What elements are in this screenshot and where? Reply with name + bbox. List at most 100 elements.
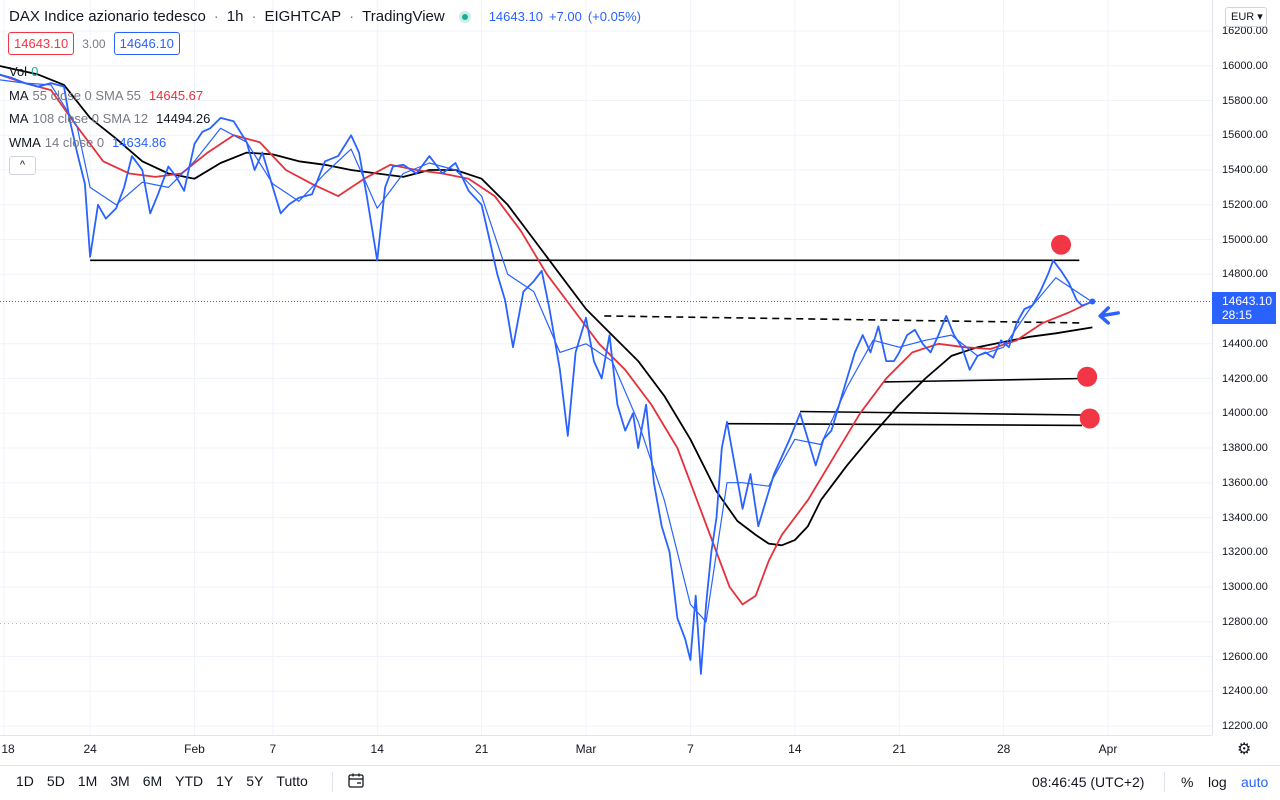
sell-button[interactable]: 14643.10 — [8, 32, 75, 55]
time-tick-label: 18 — [1, 742, 15, 756]
last-quote: 14643.10 +7.00 (+0.05%) — [489, 9, 647, 24]
range-button[interactable]: 1Y — [216, 773, 234, 789]
trendline-drawing — [726, 422, 1082, 427]
price-change: +7.00 — [548, 9, 582, 24]
time-tick-label: 7 — [269, 742, 277, 756]
indicator-ma55[interactable]: MA 55 close 0 SMA 55 14645.67 — [9, 88, 203, 103]
price-tick-label: 13000.00 — [1222, 581, 1268, 593]
time-tick-label: 28 — [996, 742, 1011, 756]
indicator-value: 14645.67 — [148, 88, 204, 103]
time-tick-label: 14 — [370, 742, 384, 756]
symbol-title-row[interactable]: DAX Indice azionario tedesco · 1h · EIGH… — [9, 8, 647, 25]
indicator-params: 108 close 0 SMA 12 — [32, 111, 149, 126]
price-change-pct: (+0.05%) — [587, 9, 641, 24]
bar-countdown: 28:15 — [1222, 308, 1253, 322]
chart-legend: DAX Indice azionario tedesco · 1h · EIGH… — [9, 8, 647, 25]
price-tick-label: 15600.00 — [1222, 129, 1268, 142]
time-tick-label: 7 — [687, 742, 694, 756]
range-button[interactable]: YTD — [175, 773, 204, 789]
price-tick-label: 14800.00 — [1222, 268, 1268, 281]
series-line-price — [0, 73, 1093, 675]
indicator-ma108[interactable]: MA 108 close 0 SMA 12 14494.26 — [9, 111, 210, 126]
current-price-tag: 14643.10 28:15 — [1212, 292, 1276, 324]
red-circle-marker — [1077, 366, 1098, 387]
toolbar-divider — [332, 772, 333, 792]
price-tick-label: 12400.00 — [1222, 685, 1268, 698]
broker-label: EIGHTCAP — [264, 8, 342, 25]
range-button[interactable]: 3M — [110, 773, 130, 789]
trendline-drawing — [604, 315, 1080, 324]
price-tick-label: 14000.00 — [1222, 407, 1268, 420]
price-tick-label: 14400.00 — [1222, 337, 1268, 350]
series-line-ma-108 — [0, 65, 1093, 547]
time-tick-label: Apr — [1098, 742, 1118, 756]
time-tick-label: 24 — [83, 742, 97, 756]
price-tick-label: 13400.00 — [1222, 511, 1268, 524]
price-tick-label: 12600.00 — [1222, 650, 1268, 663]
price-tick-label: 15400.00 — [1222, 164, 1268, 176]
range-button[interactable]: 5Y — [246, 773, 264, 789]
trendline-drawing — [883, 377, 1082, 383]
time-axis[interactable] — [0, 735, 1212, 761]
auto-scale-button[interactable]: auto — [1241, 774, 1269, 790]
market-open-icon — [458, 10, 471, 23]
bottom-toolbar — [0, 765, 1280, 800]
separator: · — [213, 8, 219, 25]
gear-icon[interactable]: ⚙ — [1237, 741, 1252, 758]
indicator-value: 14634.86 — [112, 135, 167, 150]
indicator-params: 14 close 0 — [44, 135, 105, 150]
arrow-annotation-icon — [1098, 306, 1120, 325]
time-tick-label: Feb — [184, 742, 205, 756]
trendline-drawing — [800, 410, 1082, 416]
currency-selector[interactable]: EUR ▾ — [1225, 7, 1267, 27]
indicator-name: WMA — [9, 135, 41, 150]
price-tick-label: 13800.00 — [1222, 442, 1268, 454]
separator: · — [251, 8, 257, 25]
price-tick-label: 12800.00 — [1222, 615, 1268, 628]
price-tick-label: 12200.00 — [1222, 720, 1268, 732]
range-button[interactable]: Tutto — [276, 773, 308, 789]
collapse-legend-button[interactable]: ^ — [9, 156, 36, 175]
indicator-wma14[interactable]: WMA 14 close 0 14634.86 — [9, 135, 166, 150]
last-price-dot — [1089, 298, 1096, 305]
buy-sell-panel: 14643.10 3.00 14646.10 — [8, 32, 180, 55]
price-tick-label: 13200.00 — [1222, 546, 1268, 559]
percent-scale-button[interactable]: % — [1181, 774, 1194, 790]
price-tick-label: 13600.00 — [1222, 476, 1268, 489]
indicator-name: Vol — [9, 64, 28, 79]
time-tick-label: 21 — [474, 742, 489, 756]
calendar-goto-icon[interactable] — [347, 772, 365, 790]
interval-label[interactable]: 1h — [226, 8, 244, 25]
clock-timezone[interactable]: 08:46:45 (UTC+2) — [1032, 774, 1145, 790]
red-circle-marker — [1051, 234, 1072, 255]
indicator-value: 14494.26 — [156, 111, 211, 126]
buy-button[interactable]: 14646.10 — [113, 32, 180, 55]
log-scale-button[interactable]: log — [1208, 774, 1227, 790]
price-tick-label: 16200.00 — [1222, 25, 1268, 37]
price-tick-label: 15800.00 — [1222, 94, 1268, 107]
platform-label: TradingView — [362, 8, 445, 25]
range-button[interactable]: 1D — [16, 773, 34, 789]
last-price: 14643.10 — [488, 9, 543, 24]
indicator-params: 55 close 0 SMA 55 — [32, 88, 141, 103]
current-price-label: 14643.10 — [1222, 294, 1273, 308]
price-tick-label: 14200.00 — [1222, 372, 1268, 385]
red-circle-marker — [1079, 408, 1100, 429]
time-tick-label: 21 — [892, 742, 906, 756]
range-button[interactable]: 6M — [142, 773, 163, 789]
toolbar-divider — [1164, 772, 1165, 792]
time-tick-label: 14 — [788, 742, 802, 756]
price-axis[interactable] — [1212, 0, 1280, 735]
indicator-value: 0 — [31, 64, 39, 79]
price-tick-label: 15200.00 — [1222, 198, 1268, 211]
time-tick-label: Mar — [575, 742, 597, 756]
symbol-name[interactable]: DAX Indice azionario tedesco — [9, 8, 206, 25]
price-tick-label: 16000.00 — [1222, 59, 1268, 72]
time-range-buttons: 1D 5D 1M 3M 6M YTD 1Y 5Y Tutto — [16, 773, 321, 789]
separator: · — [349, 8, 355, 25]
currency-label: EUR — [1231, 11, 1255, 23]
range-button[interactable]: 5D — [46, 773, 65, 789]
indicator-vol[interactable]: Vol 0 — [9, 64, 38, 79]
price-chart[interactable] — [0, 0, 1212, 735]
range-button[interactable]: 1M — [77, 773, 98, 789]
